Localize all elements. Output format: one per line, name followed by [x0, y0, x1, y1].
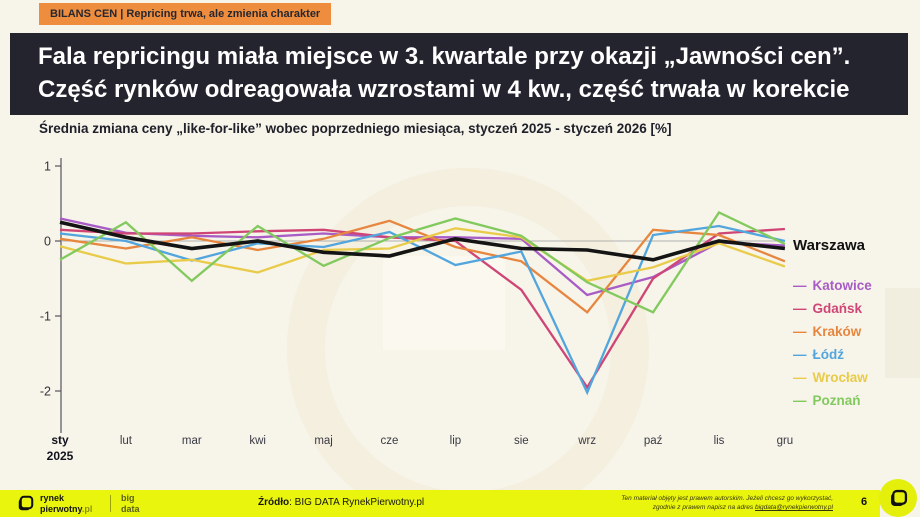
- title-block: Fala repricingu miała miejsce w 3. kwart…: [10, 33, 908, 115]
- legend-item-katowice: — Katowice: [793, 274, 872, 297]
- brand-line-1: rynek: [40, 493, 65, 503]
- x-axis-month-label: lut: [120, 435, 133, 447]
- series-line-warszawa: [59, 220, 786, 262]
- y-axis-tick-label: -2: [40, 385, 51, 399]
- x-axis-month-label: wrz: [577, 435, 596, 447]
- legend-item-krakow: — Kraków: [793, 320, 872, 343]
- x-axis-month-label: lip: [450, 435, 462, 447]
- x-axis-month-label: lis: [714, 435, 725, 447]
- y-axis-tick-label: 0: [44, 235, 51, 249]
- x-axis-month-label: sty: [51, 433, 69, 447]
- legend-dash-icon: —: [793, 301, 807, 316]
- section-badge: BILANS CEN | Repricing trwa, ale zmienia…: [39, 3, 332, 25]
- y-axis-tick-label: -1: [40, 310, 51, 324]
- series-line-wrocaw: [59, 227, 786, 283]
- brand-line-2: pierwotny: [40, 503, 82, 514]
- legend-label: Łódź: [812, 347, 845, 362]
- legend-dash-icon: —: [793, 370, 807, 385]
- legend-label: Kraków: [812, 324, 862, 339]
- legend-item-wrocaw: — Wrocław: [793, 366, 872, 389]
- brand-suffix: .pl: [81, 503, 93, 514]
- watermark-square: [383, 256, 505, 350]
- source-text: : BIG DATA RynekPierwotny.pl: [289, 497, 425, 508]
- x-axis-month-label: maj: [314, 435, 333, 447]
- footer-bar: rynek pierwotny.pl big data Źródło: BIG …: [0, 490, 880, 517]
- series-line-poznan: [59, 211, 786, 314]
- source-note: Źródło: BIG DATA RynekPierwotny.pl: [258, 497, 424, 508]
- bigdata-line-2: data: [121, 503, 140, 514]
- y-axis-tick-label: 1: [44, 160, 51, 174]
- copyright-line-1: Ten materiał objęty jest prawem autorski…: [621, 495, 833, 502]
- legend-item-gdansk: — Gdańsk: [793, 297, 872, 320]
- page-number: 6: [861, 496, 868, 508]
- series-line-odz: [59, 224, 786, 396]
- series-line-katowice: [59, 217, 785, 297]
- x-axis-month-label: kwi: [249, 435, 266, 447]
- bigdata-wordmark: big data: [121, 493, 140, 514]
- bigdata-line-1: big: [121, 493, 135, 503]
- chart-subtitle: Średnia zmiana ceny „like-for-like” wobe…: [39, 121, 672, 136]
- legend-dash-icon: —: [793, 347, 807, 362]
- legend-dash-icon: —: [793, 393, 807, 408]
- series-line-krakow: [59, 219, 786, 314]
- legend-label: Warszawa: [793, 237, 865, 254]
- legend-item-odz: — Łódź: [793, 343, 872, 366]
- title-line-2: Część rynków odreagowała wzrostami w 4 k…: [38, 76, 850, 103]
- brand-wordmark: rynek pierwotny.pl: [40, 493, 92, 514]
- legend-item-warszawa: Warszawa: [793, 237, 872, 255]
- corner-logo-badge: [879, 479, 917, 517]
- legend-dash-icon: —: [793, 324, 807, 339]
- legend-item-poznan: — Poznań: [793, 389, 872, 412]
- footer-divider: [110, 495, 111, 512]
- legend-label: Gdańsk: [812, 301, 863, 316]
- legend-dash-icon: —: [793, 278, 807, 293]
- title-line-1: Fala repricingu miała miejsce w 3. kwart…: [38, 43, 851, 70]
- x-axis-month-label: cze: [381, 435, 399, 447]
- x-axis-year-label: 2025: [47, 449, 74, 463]
- watermark-right-fragment: [885, 288, 920, 378]
- copyright-note: Ten materiał objęty jest prawem autorski…: [583, 494, 833, 512]
- chart-legend: Warszawa — Katowice — Gdańsk — Kraków — Łódź — Wro…: [793, 237, 872, 412]
- rynekpierwotny-logo-icon: [890, 489, 907, 506]
- copyright-email-link[interactable]: bigdata@rynekpierwotny.pl: [754, 504, 833, 511]
- source-label: Źródło: [258, 497, 290, 508]
- x-axis-month-label: mar: [182, 435, 202, 447]
- legend-label: Katowice: [812, 278, 872, 293]
- copyright-line-2: zgodnie z prawem napisz na adres: [652, 504, 755, 511]
- x-axis-month-label: paź: [644, 435, 663, 447]
- rynekpierwotny-logo-icon: [18, 495, 34, 511]
- x-axis-month-label: sie: [514, 435, 529, 447]
- x-axis-month-label: gru: [777, 435, 794, 447]
- legend-label: Poznań: [812, 393, 861, 408]
- legend-label: Wrocław: [812, 370, 868, 385]
